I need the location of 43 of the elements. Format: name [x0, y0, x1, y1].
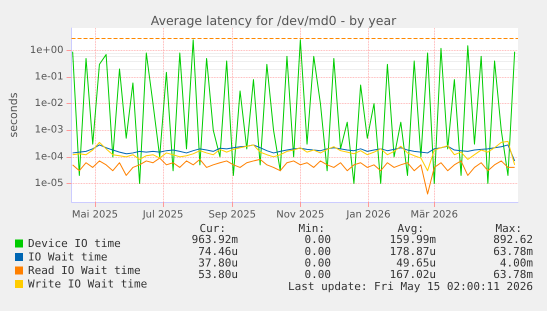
legend-label: IO Wait time: [28, 250, 108, 264]
y-tick-label: 1e-01: [34, 72, 64, 83]
line-series: [72, 39, 516, 184]
text: 0.00: [304, 256, 332, 270]
y-tick-label: 1e-03: [34, 124, 64, 136]
legend-label: Device IO time: [28, 237, 121, 250]
y-tick-label: 1e+00: [30, 44, 64, 56]
text: 74.46u: [198, 245, 238, 258]
x-tick-label: Mai 2025: [72, 210, 118, 220]
text: Last update: Fri May 15 02:00:11 2026: [288, 280, 534, 293]
legend-label: Write IO Wait time: [28, 278, 148, 290]
text: Min:: [298, 222, 326, 235]
text: 0.00: [304, 268, 332, 281]
text: 167.02u: [390, 268, 436, 281]
text: Max:: [496, 222, 522, 235]
text: 159.99m: [390, 233, 436, 246]
text: 49.65u: [396, 256, 436, 270]
x-tick-label: Mär 2026: [410, 210, 458, 220]
text: 0.00: [304, 245, 332, 258]
x-tick-label: Sep 2025: [208, 210, 256, 220]
line-series: [72, 140, 516, 172]
y-tick-label: 1e-04: [34, 151, 64, 162]
text: 0.00: [304, 233, 332, 246]
line-series: [72, 158, 516, 194]
text: 53.80u: [198, 268, 238, 281]
text: 963.92m: [192, 233, 238, 246]
legend-label: Read IO Wait time: [28, 264, 141, 277]
line-series: [72, 144, 516, 162]
y-tick-label: 1e-02: [34, 98, 64, 110]
text: 178.87u: [390, 245, 436, 258]
text: 63.78m: [493, 245, 534, 258]
y-tick-label: 1e-05: [34, 178, 64, 189]
text: Cur:: [200, 222, 226, 235]
text: 892.62: [493, 233, 534, 246]
x-tick-label: Jul 2025: [142, 210, 184, 220]
text: 4.00m: [500, 256, 534, 270]
text: 37.80u: [198, 256, 238, 270]
y-axis-title: seconds: [7, 92, 20, 138]
chart-title: Average latency for /dev/md0 - by year: [150, 13, 398, 28]
x-tick-label: Jan 2026: [345, 210, 390, 220]
x-tick-label: Nov 2025: [276, 210, 324, 220]
text: Avg:: [398, 222, 424, 235]
text: 63.78m: [493, 268, 534, 281]
